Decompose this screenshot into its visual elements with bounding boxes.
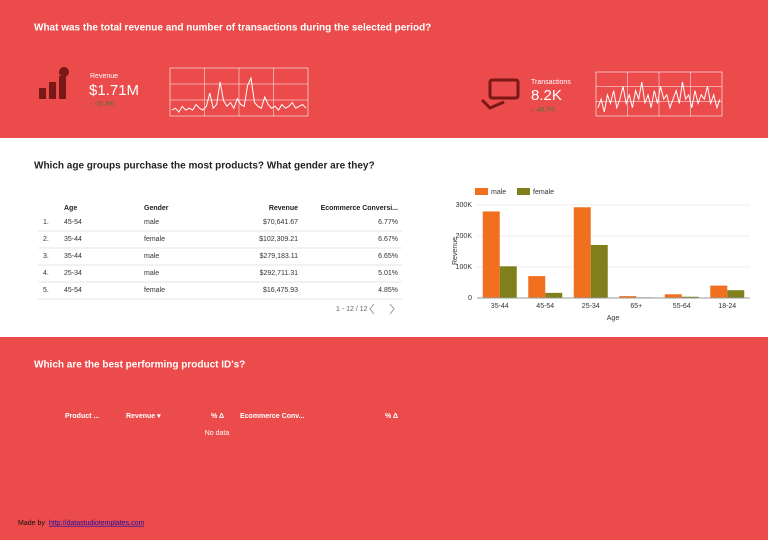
prev-page[interactable] [369, 303, 375, 315]
bar [664, 294, 682, 298]
pagination: 1 - 12 / 12 [336, 306, 368, 313]
table-header: Age [64, 205, 77, 212]
bar [681, 296, 699, 298]
table-cell: 45-54 [64, 287, 82, 294]
transactions-change: ↓ -40.7% [531, 108, 555, 114]
table-cell: male [144, 219, 159, 226]
table-cell: 25-34 [64, 270, 82, 277]
bar [590, 244, 608, 298]
footer-link[interactable]: http://datastudiotemplates.com [49, 520, 144, 527]
bar [545, 292, 563, 298]
table-header: Gender [144, 205, 169, 212]
table-header: Revenue ▾ [126, 413, 161, 420]
y-tick-label: 100K [456, 264, 473, 271]
table-cell: 4.85% [378, 287, 398, 294]
legend-swatch [517, 188, 530, 195]
bar [499, 266, 517, 298]
transactions-label: Transactions [531, 79, 571, 86]
kpi-title: What was the total revenue and number of… [34, 23, 431, 34]
table-header: % Δ [385, 413, 398, 420]
table-cell: 2. [43, 236, 49, 243]
x-tick-label: 65+ [630, 303, 642, 310]
bar [482, 211, 500, 298]
table-header: Revenue [269, 205, 298, 212]
legend-swatch [475, 188, 488, 195]
y-tick-label: 200K [456, 233, 473, 240]
table-cell: 1. [43, 219, 49, 226]
product-title: Which are the best performing product ID… [34, 360, 245, 371]
bar [528, 276, 546, 298]
x-tick-label: 45-54 [536, 303, 554, 310]
x-tick-label: 18-24 [718, 303, 736, 310]
table-cell: 6.67% [378, 236, 398, 243]
bar [619, 296, 637, 298]
bar [710, 285, 728, 298]
table-header: % Δ [211, 413, 224, 420]
table-cell: 5. [43, 287, 49, 294]
table-cell: 45-54 [64, 219, 82, 226]
transactions-value: 8.2K [531, 87, 562, 104]
table-cell: $70,641.67 [263, 219, 298, 226]
table-cell: male [144, 270, 159, 277]
table-cell: 5.01% [378, 270, 398, 277]
table-cell: male [144, 253, 159, 260]
next-page[interactable] [389, 303, 395, 315]
y-tick-label: 300K [456, 202, 473, 209]
table-cell: female [144, 236, 165, 243]
x-tick-label: 55-64 [673, 303, 691, 310]
sparkline [597, 81, 721, 113]
revenue-icon [39, 67, 69, 99]
bar [573, 207, 591, 298]
revenue-value: $1.71M [89, 82, 139, 99]
x-tick-label: 25-34 [582, 303, 600, 310]
sparkline [171, 76, 307, 113]
age-title: Which age groups purchase the most produ… [34, 161, 375, 172]
table-cell: 6.77% [378, 219, 398, 226]
transactions-icon [480, 78, 520, 110]
table-header: Ecommerce Conv... [240, 413, 305, 420]
table-cell: female [144, 287, 165, 294]
table-header: Product ... [65, 413, 99, 420]
age-background [0, 138, 768, 337]
table-cell: $292,711.31 [260, 270, 299, 277]
table-cell: $279,183.11 [260, 253, 299, 260]
x-axis-label: Age [607, 315, 620, 322]
table-cell: 3. [43, 253, 49, 260]
y-axis-label: Revenue [452, 237, 459, 265]
x-tick-label: 35-44 [491, 303, 509, 310]
legend-label: male [491, 189, 506, 196]
table-cell: $102,309.21 [259, 236, 298, 243]
footer-prefix: Made by [18, 520, 45, 527]
revenue-change: ↓ -31.3% [90, 102, 114, 108]
no-data: No data [205, 430, 230, 437]
table-cell: 4. [43, 270, 49, 277]
revenue-label: Revenue [90, 73, 118, 80]
table-header: Ecommerce Conversi... [321, 205, 398, 212]
product-background [0, 337, 768, 540]
table-cell: 35-44 [64, 236, 82, 243]
bar [727, 290, 745, 298]
y-tick-label: 0 [468, 295, 472, 302]
kpi-background [0, 0, 768, 138]
table-cell: 6.65% [378, 253, 398, 260]
legend-label: female [533, 189, 554, 196]
table-cell: $16,475.93 [263, 287, 298, 294]
table-cell: 35-44 [64, 253, 82, 260]
